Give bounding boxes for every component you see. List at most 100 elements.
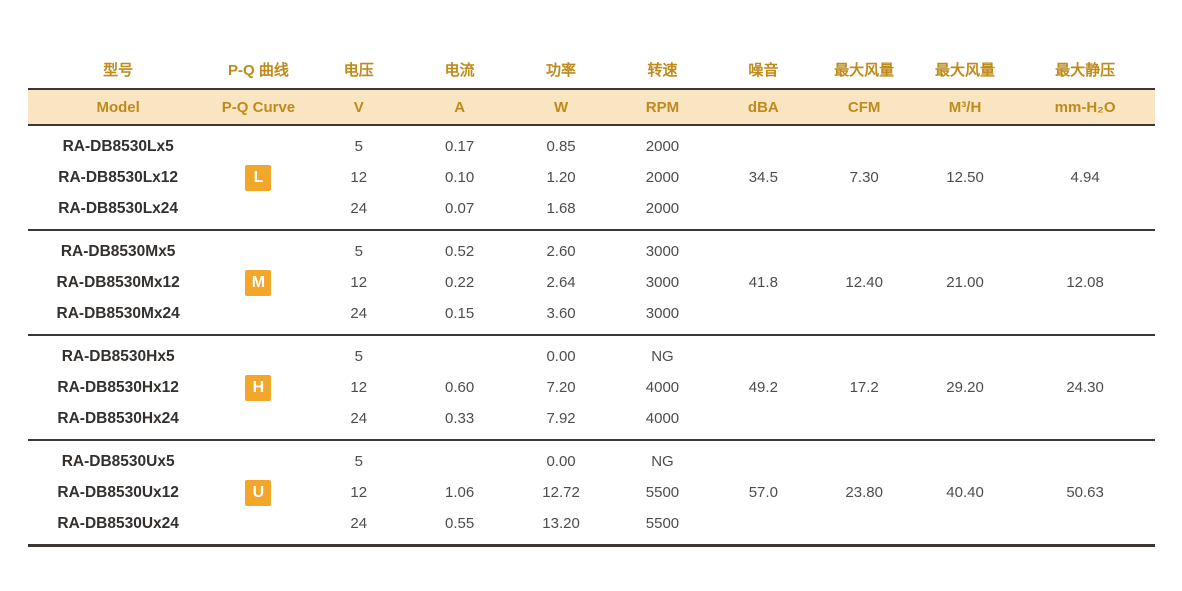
cell-mmh2o xyxy=(1015,193,1155,230)
cell-v: 24 xyxy=(350,305,368,322)
cell-dba: 57.0 xyxy=(748,484,778,501)
cell-v: 24 xyxy=(350,200,368,217)
cell-cfm: 12.40 xyxy=(845,274,883,291)
cell-w: 1.20 xyxy=(546,169,576,186)
cell-a: 0.22 xyxy=(445,274,475,291)
cell-mmh2o xyxy=(1015,230,1155,267)
table-row: RA-DB8530Ux12 U 12 1.06 12.72 5500 57.0 23.80 40… xyxy=(28,477,1155,508)
cell-dba xyxy=(713,230,813,267)
cell-model: RA-DB8530Hx12 xyxy=(57,378,179,396)
cell-m3h: 29.20 xyxy=(946,379,984,396)
cell-m3h xyxy=(915,125,1015,162)
cell-model: RA-DB8530Mx24 xyxy=(56,304,180,322)
pq-curve-badge-U: U xyxy=(245,479,272,506)
cell-pq xyxy=(208,230,308,267)
cell-w: 0.00 xyxy=(546,348,576,365)
cell-a: 0.17 xyxy=(445,138,475,155)
cell-cfm: 7.30 xyxy=(849,169,879,186)
cell-rpm: 2000 xyxy=(645,169,680,186)
pq-curve-badge-L: L xyxy=(245,164,272,191)
header-en-pq: P-Q Curve xyxy=(208,88,309,126)
cell-w: 12.72 xyxy=(542,484,580,501)
cell-m3h xyxy=(915,508,1015,546)
cell-cfm xyxy=(813,508,914,546)
pq-curve-badge-H: H xyxy=(245,374,272,401)
cell-rpm: NG xyxy=(651,348,674,365)
cell-cfm xyxy=(813,230,914,267)
cell-mmh2o xyxy=(1015,440,1155,477)
cell-model: RA-DB8530Hx5 xyxy=(61,347,175,365)
header-en-rpm: RPM xyxy=(611,88,714,126)
cell-dba xyxy=(713,508,813,546)
cell-v: 24 xyxy=(350,410,368,427)
cell-w: 2.64 xyxy=(546,274,576,291)
table-row: RA-DB8530Mx12 M 12 0.22 2.64 3000 41.8 12.40 21.… xyxy=(28,267,1155,298)
group-L: RA-DB8530Lx5 5 0.17 0.85 2000 RA-DB8530Lx12 L 1… xyxy=(28,125,1155,230)
cell-m3h xyxy=(915,193,1015,230)
header-zh-cfm: 最大风量 xyxy=(813,50,915,89)
header-zh-rpm: 转速 xyxy=(611,50,714,89)
table-row: RA-DB8530Ux24 24 0.55 13.20 5500 xyxy=(28,508,1155,546)
header-en-m3h: M³/H xyxy=(914,88,1016,126)
cell-rpm: 4000 xyxy=(645,379,680,396)
cell-dba: 34.5 xyxy=(748,169,778,186)
table-row: RA-DB8530Hx24 24 0.33 7.92 4000 xyxy=(28,403,1155,440)
table-row: RA-DB8530Lx5 5 0.17 0.85 2000 xyxy=(28,125,1155,162)
cell-a xyxy=(409,335,510,372)
header-zh-model: 型号 xyxy=(28,50,209,89)
cell-mmh2o xyxy=(1015,335,1155,372)
cell-pq: U xyxy=(208,477,308,508)
cell-cfm xyxy=(813,440,914,477)
cell-model: RA-DB8530Mx12 xyxy=(56,273,180,291)
cell-dba: 49.2 xyxy=(748,379,778,396)
cell-cfm: 17.2 xyxy=(849,379,879,396)
header-en-v: V xyxy=(308,88,409,126)
cell-pq xyxy=(208,298,308,335)
cell-w: 7.20 xyxy=(546,379,576,396)
table-header: 型号 P-Q 曲线 电压 电流 功率 转速 噪音 最大风量 最大风量 最大静压 Model P-Q … xyxy=(28,50,1155,126)
table-row: RA-DB8530Hx12 H 12 0.60 7.20 4000 49.2 17.2 29.2… xyxy=(28,372,1155,403)
cell-pq: L xyxy=(208,162,308,193)
header-en-dba: dBA xyxy=(713,88,814,126)
fan-spec-sheet: 型号 P-Q 曲线 电压 电流 功率 转速 噪音 最大风量 最大风量 最大静压 Model P-Q … xyxy=(28,50,1155,547)
cell-model: RA-DB8530Mx5 xyxy=(60,242,176,260)
cell-rpm: 2000 xyxy=(645,200,680,217)
cell-v: 5 xyxy=(354,348,363,365)
cell-m3h xyxy=(915,440,1015,477)
table-row: RA-DB8530Ux5 5 0.00 NG xyxy=(28,440,1155,477)
cell-dba xyxy=(713,440,813,477)
cell-model: RA-DB8530Ux24 xyxy=(57,514,179,532)
cell-a xyxy=(409,440,510,477)
cell-a: 0.10 xyxy=(445,169,475,186)
cell-pq xyxy=(208,335,308,372)
cell-w: 2.60 xyxy=(546,243,576,260)
table-row: RA-DB8530Lx12 L 12 0.10 1.20 2000 34.5 7.30 12.5… xyxy=(28,162,1155,193)
cell-dba xyxy=(713,335,813,372)
cell-model: RA-DB8530Ux12 xyxy=(57,483,179,501)
header-en-cfm: CFM xyxy=(813,88,915,126)
cell-cfm xyxy=(813,125,914,162)
group-H: RA-DB8530Hx5 5 0.00 NG RA-DB8530Hx12 H 12 0.60 7… xyxy=(28,335,1155,440)
cell-pq: H xyxy=(208,372,308,403)
cell-a: 0.15 xyxy=(445,305,475,322)
cell-dba: 41.8 xyxy=(748,274,778,291)
cell-a: 0.55 xyxy=(445,515,475,532)
cell-cfm xyxy=(813,335,914,372)
cell-m3h xyxy=(915,230,1015,267)
header-zh-dba: 噪音 xyxy=(713,50,814,89)
fan-spec-table: 型号 P-Q 曲线 电压 电流 功率 转速 噪音 最大风量 最大风量 最大静压 Model P-Q … xyxy=(28,50,1155,547)
cell-w: 0.00 xyxy=(546,453,576,470)
cell-a: 1.06 xyxy=(445,484,475,501)
group-M: RA-DB8530Mx5 5 0.52 2.60 3000 RA-DB8530Mx12 M 1… xyxy=(28,230,1155,335)
cell-pq xyxy=(208,508,308,546)
cell-w: 1.68 xyxy=(546,200,576,217)
cell-dba xyxy=(713,298,813,335)
cell-a: 0.07 xyxy=(445,200,475,217)
cell-mmh2o: 4.94 xyxy=(1070,169,1100,186)
cell-mmh2o: 12.08 xyxy=(1066,274,1104,291)
cell-v: 5 xyxy=(354,243,363,260)
header-zh-m3h: 最大风量 xyxy=(914,50,1016,89)
cell-m3h xyxy=(915,298,1015,335)
cell-mmh2o: 24.30 xyxy=(1066,379,1104,396)
